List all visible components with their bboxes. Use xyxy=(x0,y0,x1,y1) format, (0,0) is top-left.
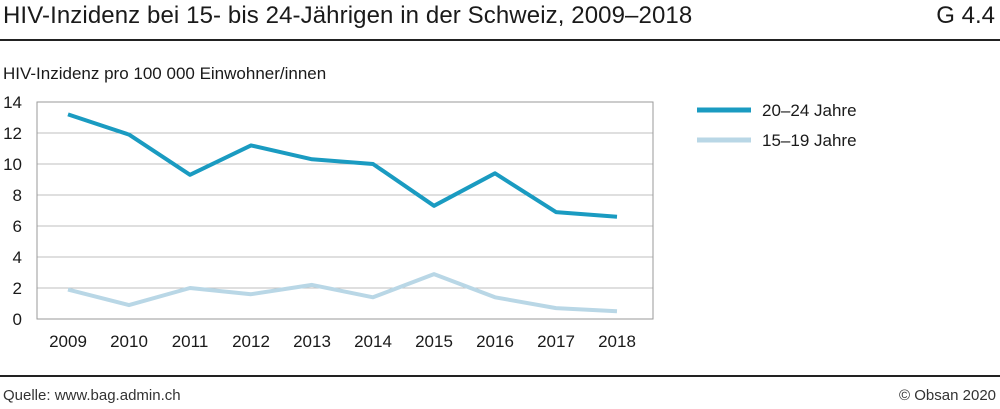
bottom-rule xyxy=(0,375,1000,377)
y-axis-label: HIV-Inzidenz pro 100 000 Einwohner/innen xyxy=(3,64,327,83)
x-tick-label: 2013 xyxy=(293,332,331,351)
copyright-note: © Obsan 2020 xyxy=(899,387,996,404)
y-tick-label: 12 xyxy=(3,124,22,143)
x-tick-label: 2009 xyxy=(49,332,87,351)
y-tick-label: 10 xyxy=(3,155,22,174)
plot-frame xyxy=(36,101,654,320)
series-line-15-19 xyxy=(67,272,618,314)
x-tick-label: 2015 xyxy=(415,332,453,351)
x-tick-label: 2010 xyxy=(110,332,148,351)
grid-lines xyxy=(37,132,653,289)
y-tick-label: 14 xyxy=(3,93,22,112)
x-tick-label: 2018 xyxy=(598,332,636,351)
x-tick-label: 2014 xyxy=(354,332,392,351)
y-tick-label: 4 xyxy=(13,248,22,267)
x-tick-label: 2016 xyxy=(476,332,514,351)
legend-label: 15–19 Jahre xyxy=(762,131,857,150)
y-tick-label: 6 xyxy=(13,217,22,236)
x-tick-label: 2012 xyxy=(232,332,270,351)
x-tick-label: 2011 xyxy=(172,332,209,351)
figure-number: G 4.4 xyxy=(936,2,995,29)
y-tick-label: 2 xyxy=(13,279,22,298)
legend: 20–24 Jahre 15–19 Jahre xyxy=(697,101,857,150)
x-tick-label: 2017 xyxy=(537,332,575,351)
y-tick-labels: 0 2 4 6 8 10 12 14 xyxy=(3,93,22,329)
y-tick-label: 0 xyxy=(13,310,22,329)
chart-title: HIV-Inzidenz bei 15- bis 24-Jährigen in … xyxy=(3,2,693,29)
source-note: Quelle: www.bag.admin.ch xyxy=(3,387,181,404)
top-rule xyxy=(0,39,1000,41)
x-tick-labels: 2009 2010 2011 2012 2013 2014 2015 2016 2017 2018 xyxy=(49,332,636,351)
series-line-20-24 xyxy=(67,112,618,219)
y-tick-label: 8 xyxy=(13,186,22,205)
legend-label: 20–24 Jahre xyxy=(762,101,857,120)
series-lines xyxy=(67,112,618,314)
